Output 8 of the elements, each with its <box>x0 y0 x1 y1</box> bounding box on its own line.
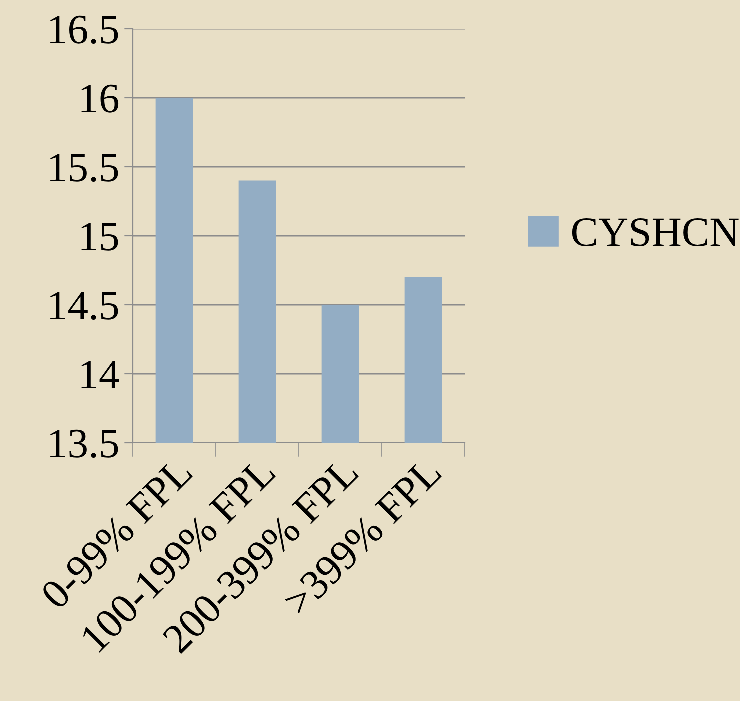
y-tick-label: 16.5 <box>50 16 118 44</box>
y-tick-label: 15.5 <box>50 154 118 182</box>
y-tick-label: 16 <box>82 84 119 113</box>
y-tick-label: 13.5 <box>50 430 118 458</box>
legend-label: CYSHCN <box>572 218 739 247</box>
y-tick-label: 14 <box>82 360 120 388</box>
y-tick-label: 15 <box>82 222 118 251</box>
y-tick-label: 14.5 <box>50 292 118 320</box>
